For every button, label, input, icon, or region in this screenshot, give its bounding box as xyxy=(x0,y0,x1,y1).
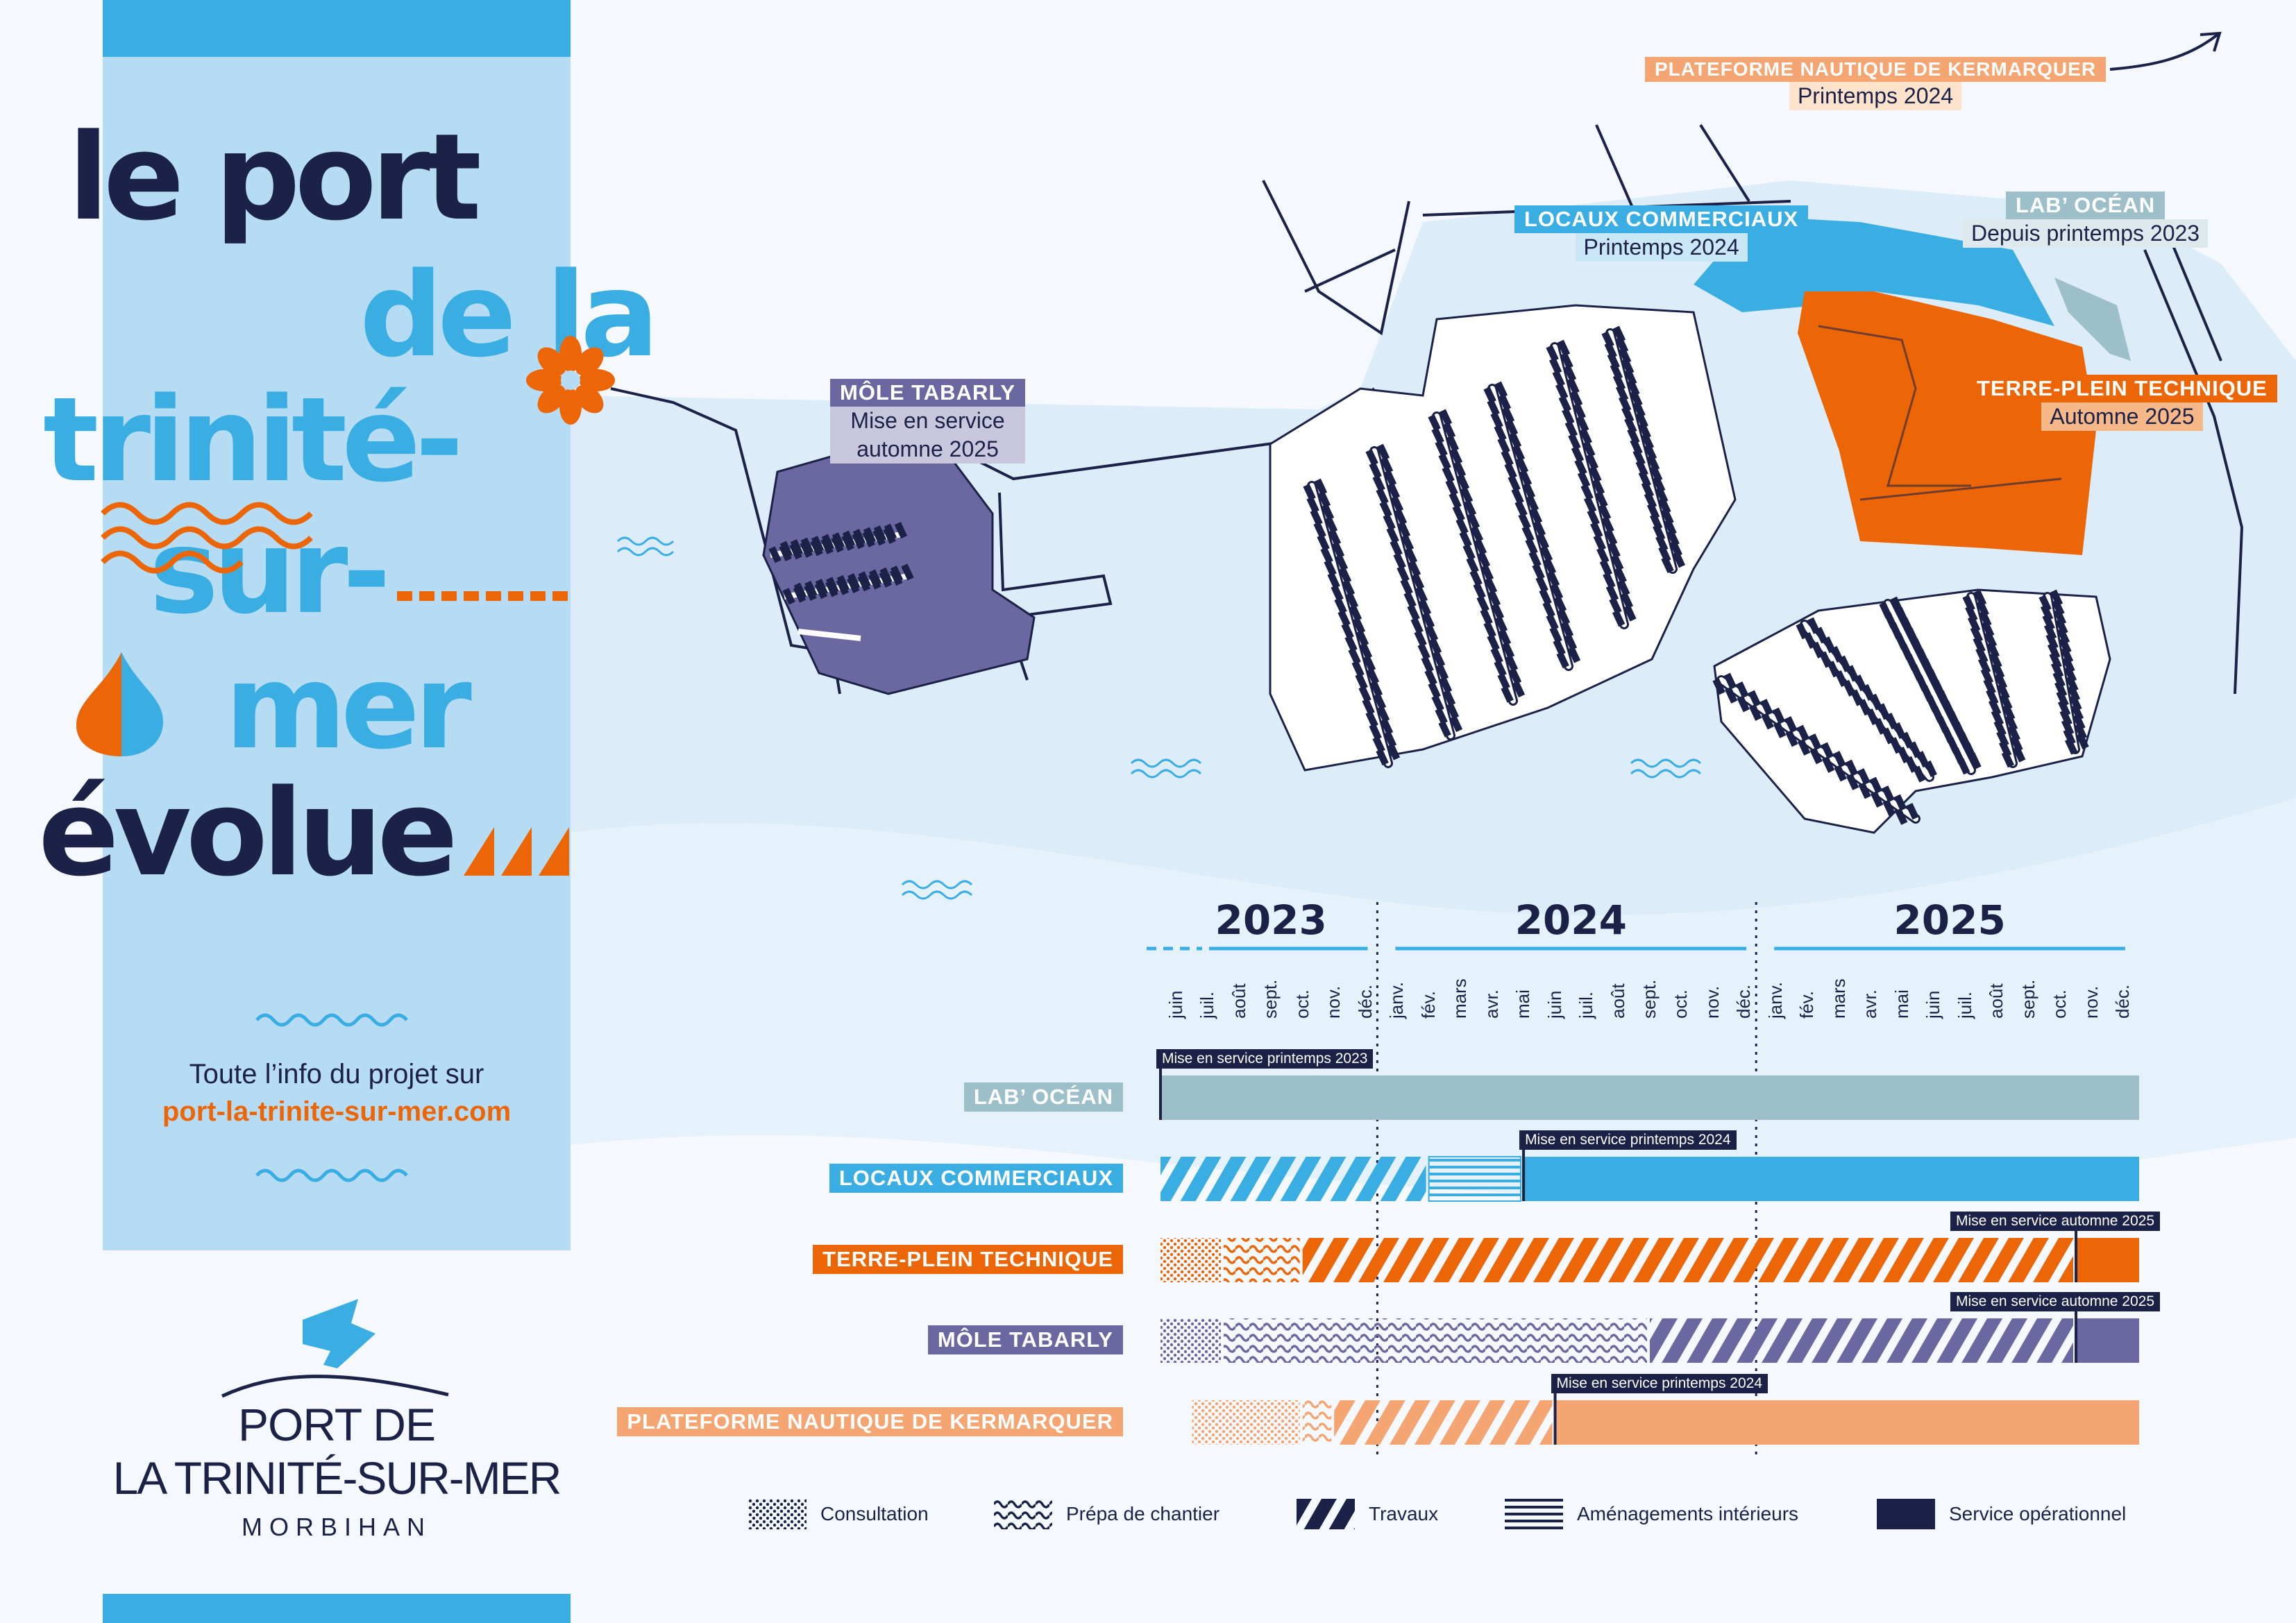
info-text: Toute l’info du projet sur xyxy=(189,1059,484,1089)
wave-divider-bottom-icon xyxy=(255,1169,408,1182)
water-waves xyxy=(616,536,1702,900)
dotted-line-icon xyxy=(397,591,568,601)
wave-lines-icon xyxy=(101,502,313,574)
logo-line-1: PORT DE xyxy=(238,1399,436,1450)
arrow-northeast-icon xyxy=(2109,31,2222,71)
map-label-terreplein: TERRE-PLEIN TECHNIQUE Automne 2025 xyxy=(1967,375,2277,431)
map-label-locaux: LOCAUX COMMERCIAUX Printemps 2024 xyxy=(1514,205,1809,262)
terre-plein-area xyxy=(1798,291,2096,555)
title-line-3: trinité- xyxy=(43,372,464,508)
map-label-labocean: LAB’ OCÉAN Depuis printemps 2023 xyxy=(1963,192,2209,248)
map-label-mole: MÔLE TABARLY Mise en service automne 202… xyxy=(830,379,1026,464)
terre-plein-lines xyxy=(1818,325,2062,501)
title-panel xyxy=(103,0,571,1250)
map-label-kermarquer: PLATEFORME NAUTIQUE DE KERMARQUER Printe… xyxy=(1645,57,2107,110)
kermarquer-name: PLATEFORME NAUTIQUE DE KERMARQUER xyxy=(1645,57,2107,82)
logo-line-3: MORBIHAN xyxy=(241,1513,432,1541)
wave-divider-top-icon xyxy=(255,1013,408,1027)
marina-pontoons xyxy=(768,304,2111,834)
lab-ocean-area xyxy=(2054,278,2131,361)
logo-line-2: LA TRINITÉ-SUR-MER xyxy=(112,1452,562,1504)
info-url-link[interactable]: port-la-trinite-sur-mer.com xyxy=(162,1096,512,1127)
mole-name: MÔLE TABARLY xyxy=(830,379,1026,407)
flower-icon xyxy=(526,336,615,425)
title-line-1: le port xyxy=(68,108,482,247)
labocean-name: LAB’ OCÉAN xyxy=(2005,192,2166,219)
triangles-icon xyxy=(464,827,569,876)
locaux-date: Printemps 2024 xyxy=(1575,233,1748,262)
title-decorations xyxy=(76,336,615,876)
title-line-2: de la xyxy=(360,247,659,383)
terreplein-date: Automne 2025 xyxy=(2041,402,2203,431)
title-line-6: évolue xyxy=(38,763,458,903)
terreplein-name: TERRE-PLEIN TECHNIQUE xyxy=(1967,375,2277,402)
labocean-date: Depuis printemps 2023 xyxy=(1963,219,2209,248)
locaux-name: LOCAUX COMMERCIAUX xyxy=(1514,205,1809,233)
port-logo-icon xyxy=(221,1299,449,1398)
water-drop-icon xyxy=(76,652,163,756)
title-line-5: mer xyxy=(225,639,472,775)
mole-date-1: Mise en service xyxy=(830,407,1026,435)
water-wave-band-2 xyxy=(569,1135,2296,1623)
panel-bottom-bar xyxy=(103,1594,571,1623)
panel-top-bar xyxy=(103,0,571,57)
kermarquer-date: Printemps 2024 xyxy=(1789,82,1962,110)
mole-date-2: automne 2025 xyxy=(830,435,1026,464)
